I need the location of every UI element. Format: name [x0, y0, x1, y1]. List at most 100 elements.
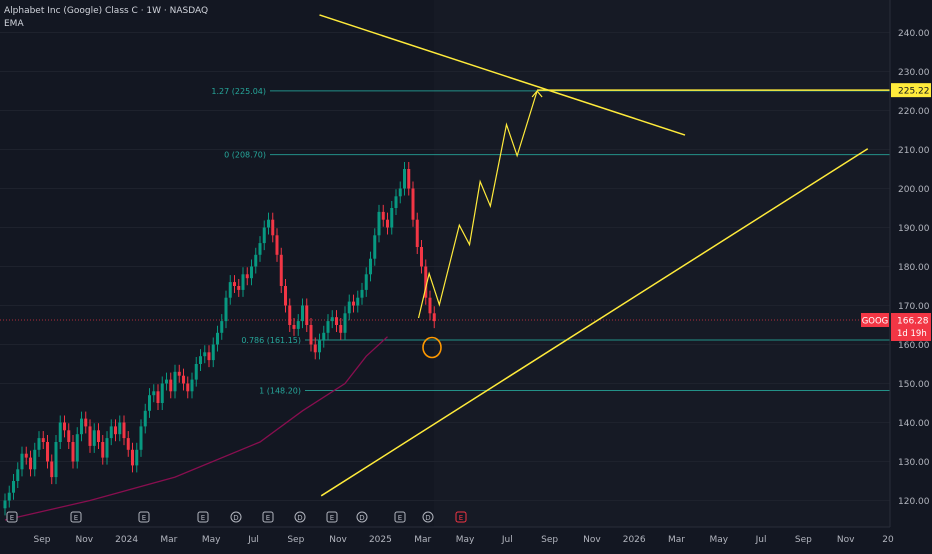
- candle[interactable]: [135, 442, 139, 473]
- candle[interactable]: [352, 294, 355, 313]
- candle[interactable]: [284, 278, 287, 313]
- candle[interactable]: [71, 434, 75, 469]
- candle[interactable]: [339, 317, 343, 340]
- candle[interactable]: [250, 259, 253, 286]
- candle[interactable]: [122, 415, 126, 446]
- event-marker[interactable]: E: [70, 511, 82, 523]
- support-marker[interactable]: [422, 336, 442, 359]
- candle[interactable]: [369, 251, 372, 282]
- candle[interactable]: [97, 423, 100, 450]
- candle[interactable]: [275, 228, 279, 262]
- candle[interactable]: [33, 442, 37, 477]
- candle[interactable]: [190, 372, 194, 399]
- candle[interactable]: [211, 337, 215, 368]
- candle[interactable]: [322, 325, 326, 348]
- candle[interactable]: [432, 306, 436, 329]
- candle[interactable]: [356, 290, 360, 313]
- candle[interactable]: [398, 181, 402, 204]
- candle[interactable]: [105, 431, 109, 465]
- candle[interactable]: [75, 427, 79, 469]
- candle[interactable]: [182, 368, 185, 391]
- event-marker[interactable]: D: [294, 511, 306, 523]
- candle[interactable]: [411, 181, 415, 227]
- candle[interactable]: [241, 267, 245, 297]
- candle[interactable]: [216, 325, 219, 352]
- candle[interactable]: [267, 212, 270, 235]
- candle[interactable]: [343, 306, 347, 340]
- candle[interactable]: [301, 298, 304, 329]
- candle[interactable]: [424, 259, 428, 305]
- candle[interactable]: [318, 333, 321, 360]
- event-marker[interactable]: D: [422, 511, 434, 523]
- candle[interactable]: [88, 419, 92, 453]
- candle[interactable]: [326, 314, 330, 340]
- candle[interactable]: [12, 473, 15, 500]
- candle[interactable]: [203, 345, 207, 364]
- candle[interactable]: [237, 278, 241, 297]
- candle[interactable]: [114, 419, 117, 442]
- candle[interactable]: [407, 161, 411, 196]
- event-marker[interactable]: E: [262, 511, 274, 523]
- candle[interactable]: [63, 415, 66, 438]
- candle[interactable]: [177, 364, 181, 383]
- projection-path[interactable]: [417, 90, 538, 319]
- candle[interactable]: [364, 267, 368, 297]
- candle[interactable]: [173, 364, 177, 399]
- candle[interactable]: [335, 310, 338, 333]
- candle[interactable]: [305, 298, 309, 333]
- candle[interactable]: [160, 376, 164, 411]
- candle[interactable]: [54, 434, 58, 485]
- ema-line[interactable]: [4, 336, 388, 521]
- candle[interactable]: [373, 228, 377, 266]
- candle[interactable]: [24, 446, 28, 465]
- candle[interactable]: [67, 423, 71, 450]
- candle[interactable]: [139, 419, 143, 457]
- event-marker[interactable]: D: [230, 511, 242, 523]
- candle[interactable]: [109, 419, 113, 446]
- candle[interactable]: [29, 450, 32, 477]
- candle[interactable]: [7, 485, 11, 508]
- candle[interactable]: [403, 161, 406, 196]
- candle[interactable]: [245, 267, 249, 286]
- event-marker[interactable]: D: [356, 511, 368, 523]
- candle[interactable]: [156, 384, 160, 411]
- candle[interactable]: [224, 290, 228, 329]
- candle[interactable]: [207, 345, 211, 368]
- candle[interactable]: [330, 310, 334, 329]
- candle[interactable]: [377, 204, 381, 243]
- candle[interactable]: [126, 431, 130, 457]
- candle[interactable]: [20, 446, 24, 477]
- candle[interactable]: [152, 384, 156, 403]
- candle[interactable]: [279, 247, 283, 294]
- event-marker[interactable]: E: [6, 511, 18, 523]
- candle[interactable]: [228, 275, 232, 305]
- candle[interactable]: [254, 247, 258, 274]
- indicator-label[interactable]: EMA: [4, 19, 24, 29]
- candle[interactable]: [199, 349, 202, 372]
- event-marker[interactable]: E: [394, 511, 406, 523]
- candle[interactable]: [386, 212, 389, 235]
- event-marker[interactable]: E: [197, 511, 209, 523]
- candle[interactable]: [92, 423, 96, 453]
- candle[interactable]: [16, 462, 20, 489]
- event-marker[interactable]: E: [138, 511, 150, 523]
- candle[interactable]: [3, 493, 7, 516]
- candle[interactable]: [148, 388, 151, 418]
- candle[interactable]: [58, 415, 62, 450]
- event-marker[interactable]: E: [455, 511, 467, 523]
- candle[interactable]: [37, 431, 41, 457]
- candle[interactable]: [101, 434, 105, 465]
- candle[interactable]: [118, 415, 122, 442]
- candle[interactable]: [186, 376, 190, 399]
- candle[interactable]: [50, 454, 54, 485]
- candle[interactable]: [390, 200, 394, 235]
- candle[interactable]: [84, 411, 88, 434]
- candle[interactable]: [258, 236, 262, 262]
- candle[interactable]: [233, 275, 236, 294]
- event-marker[interactable]: E: [326, 511, 338, 523]
- candle[interactable]: [347, 294, 351, 321]
- candle[interactable]: [288, 298, 292, 333]
- candle[interactable]: [428, 290, 432, 321]
- candle[interactable]: [394, 189, 398, 216]
